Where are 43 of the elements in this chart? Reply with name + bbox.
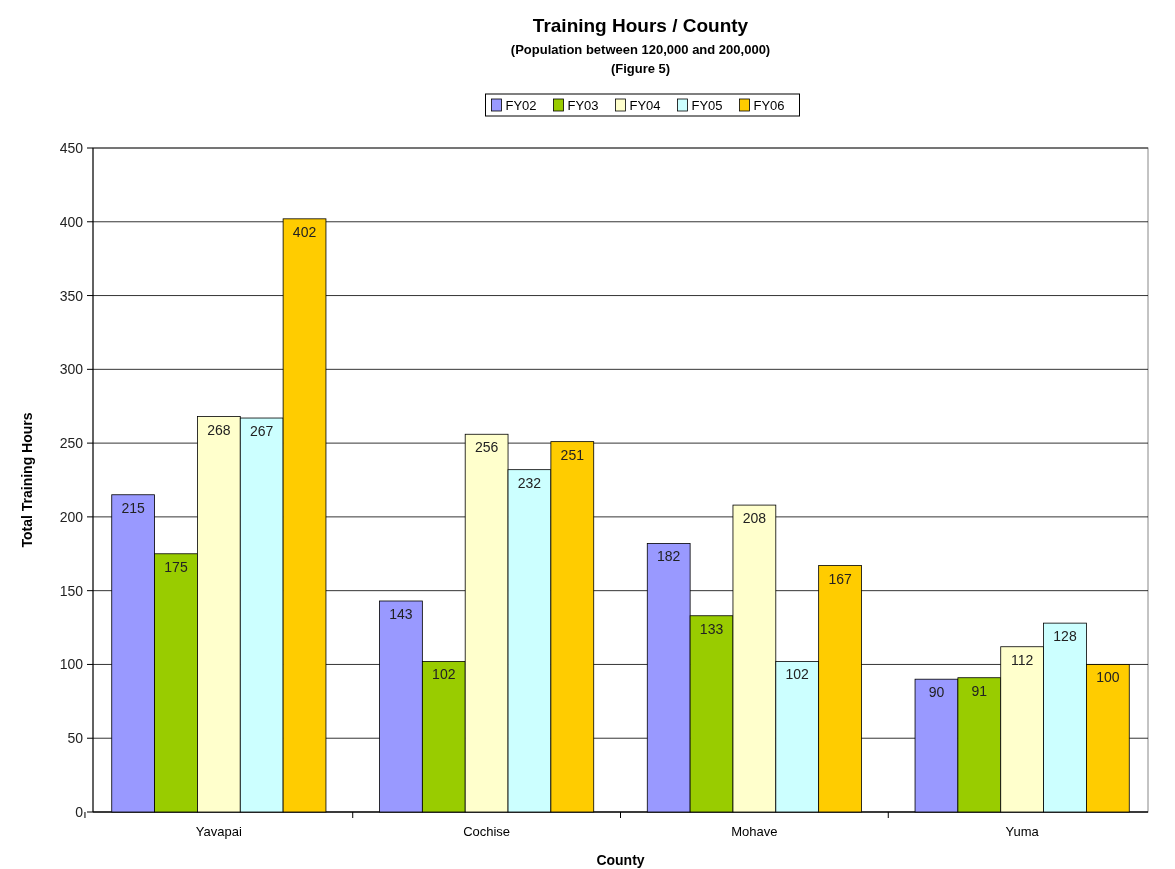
x-tick-label: Mohave	[731, 824, 778, 839]
y-tick-label: 250	[59, 435, 84, 452]
y-tick-label: 150	[59, 582, 84, 599]
chart-subtitle: (Population between 120,000 and 200,000) (Figure 5)	[510, 42, 771, 76]
y-axis-title: Total Training Hours	[19, 412, 35, 548]
x-tick-label: Cochise	[463, 824, 511, 839]
data-label: 143	[389, 606, 413, 622]
legend-label: FY06	[753, 98, 785, 113]
data-label: 133	[699, 620, 724, 637]
y-tick-label: 450	[59, 140, 84, 156]
data-label: 102	[432, 666, 456, 683]
data-label: 232	[517, 474, 542, 491]
legend-label: FY04	[629, 98, 661, 113]
data-label: 402	[292, 223, 317, 240]
x-tick-label: Yavapai	[195, 824, 242, 839]
data-label: 175	[164, 558, 188, 575]
legend-label: FY02	[505, 98, 537, 113]
x-tick-label: Yuma	[1005, 824, 1040, 839]
data-label: 112	[1010, 651, 1034, 668]
y-tick-label: 300	[59, 361, 84, 378]
data-label: 91	[971, 682, 988, 699]
data-label: 102	[785, 666, 810, 683]
data-label: 267	[250, 423, 274, 440]
y-tick-label: 400	[59, 213, 84, 230]
data-label: 256	[474, 439, 499, 456]
y-tick-label: 100	[59, 656, 84, 673]
data-label: 128	[1053, 628, 1077, 645]
data-label: 100	[1096, 669, 1120, 686]
data-label: 167	[828, 570, 852, 587]
y-tick-label: 200	[59, 508, 84, 525]
y-tick-label: 50	[67, 730, 84, 747]
data-label: 182	[657, 548, 681, 565]
legend-label: FY05	[691, 98, 723, 113]
chart-title: Training Hours / County	[532, 15, 749, 36]
data-label: 251	[560, 446, 585, 463]
data-label: 90	[928, 684, 945, 701]
y-tick-label: 0	[75, 804, 84, 820]
data-label: 268	[207, 421, 231, 438]
legend-label: FY03	[567, 98, 599, 113]
data-label: 215	[121, 499, 146, 516]
x-axis-title: County	[596, 852, 645, 868]
data-label: 208	[742, 510, 767, 527]
y-tick-label: 350	[59, 287, 84, 304]
